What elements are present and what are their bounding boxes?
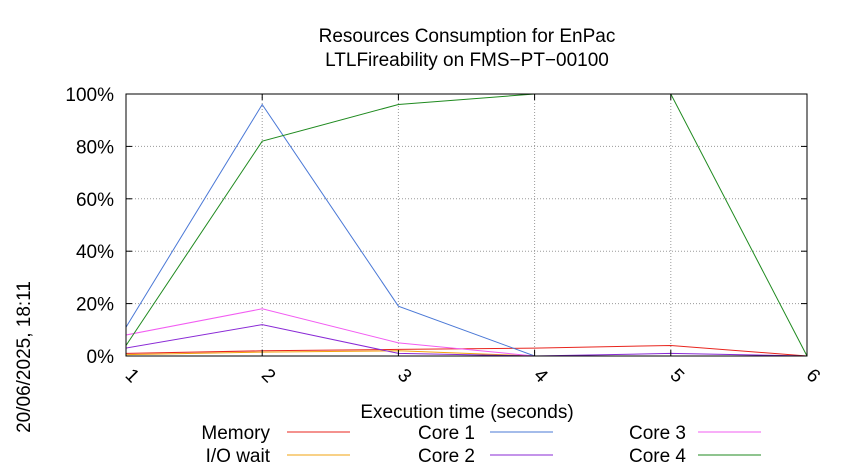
y-tick-label: 60% [76, 190, 114, 211]
chart-subtitle: LTLFireability on FMS−PT−00100 [325, 50, 609, 71]
x-axis-label: Execution time (seconds) [360, 402, 573, 423]
legend-label: I/O wait [206, 446, 271, 467]
y-tick-label: 40% [76, 242, 114, 263]
legend-label: Core 4 [629, 446, 686, 467]
y-tick-label: 20% [76, 295, 114, 316]
series-line-memory [125, 344, 808, 357]
x-tick-label: 2 [257, 365, 279, 387]
x-tick-label: 3 [393, 365, 415, 387]
legend-label: Core 3 [629, 423, 686, 444]
chart-title: Resources Consumption for EnPac [319, 26, 616, 47]
timestamp-label: 20/06/2025, 18:11 [14, 281, 35, 433]
series-line-core-4 [125, 93, 808, 357]
legend-label: Core 2 [418, 446, 475, 467]
x-tick-label: 5 [666, 365, 688, 387]
x-tick-label: 1 [121, 365, 143, 387]
axis-ticks: 0% 20% 40% 60% 80% 100% 1 2 3 4 5 6 [65, 85, 824, 388]
x-tick-label: 6 [802, 365, 824, 387]
legend-label: Memory [201, 423, 270, 444]
series-line-core-2 [125, 324, 808, 357]
series-lines [125, 93, 808, 357]
y-tick-label: 0% [87, 347, 115, 368]
x-tick-label: 4 [529, 365, 552, 388]
y-tick-label: 80% [76, 137, 114, 158]
y-tick-label: 100% [65, 85, 114, 106]
legend-label: Core 1 [418, 423, 475, 444]
grid-lines [125, 93, 808, 357]
plot-frame [125, 93, 808, 357]
series-line-core-1 [125, 103, 807, 357]
